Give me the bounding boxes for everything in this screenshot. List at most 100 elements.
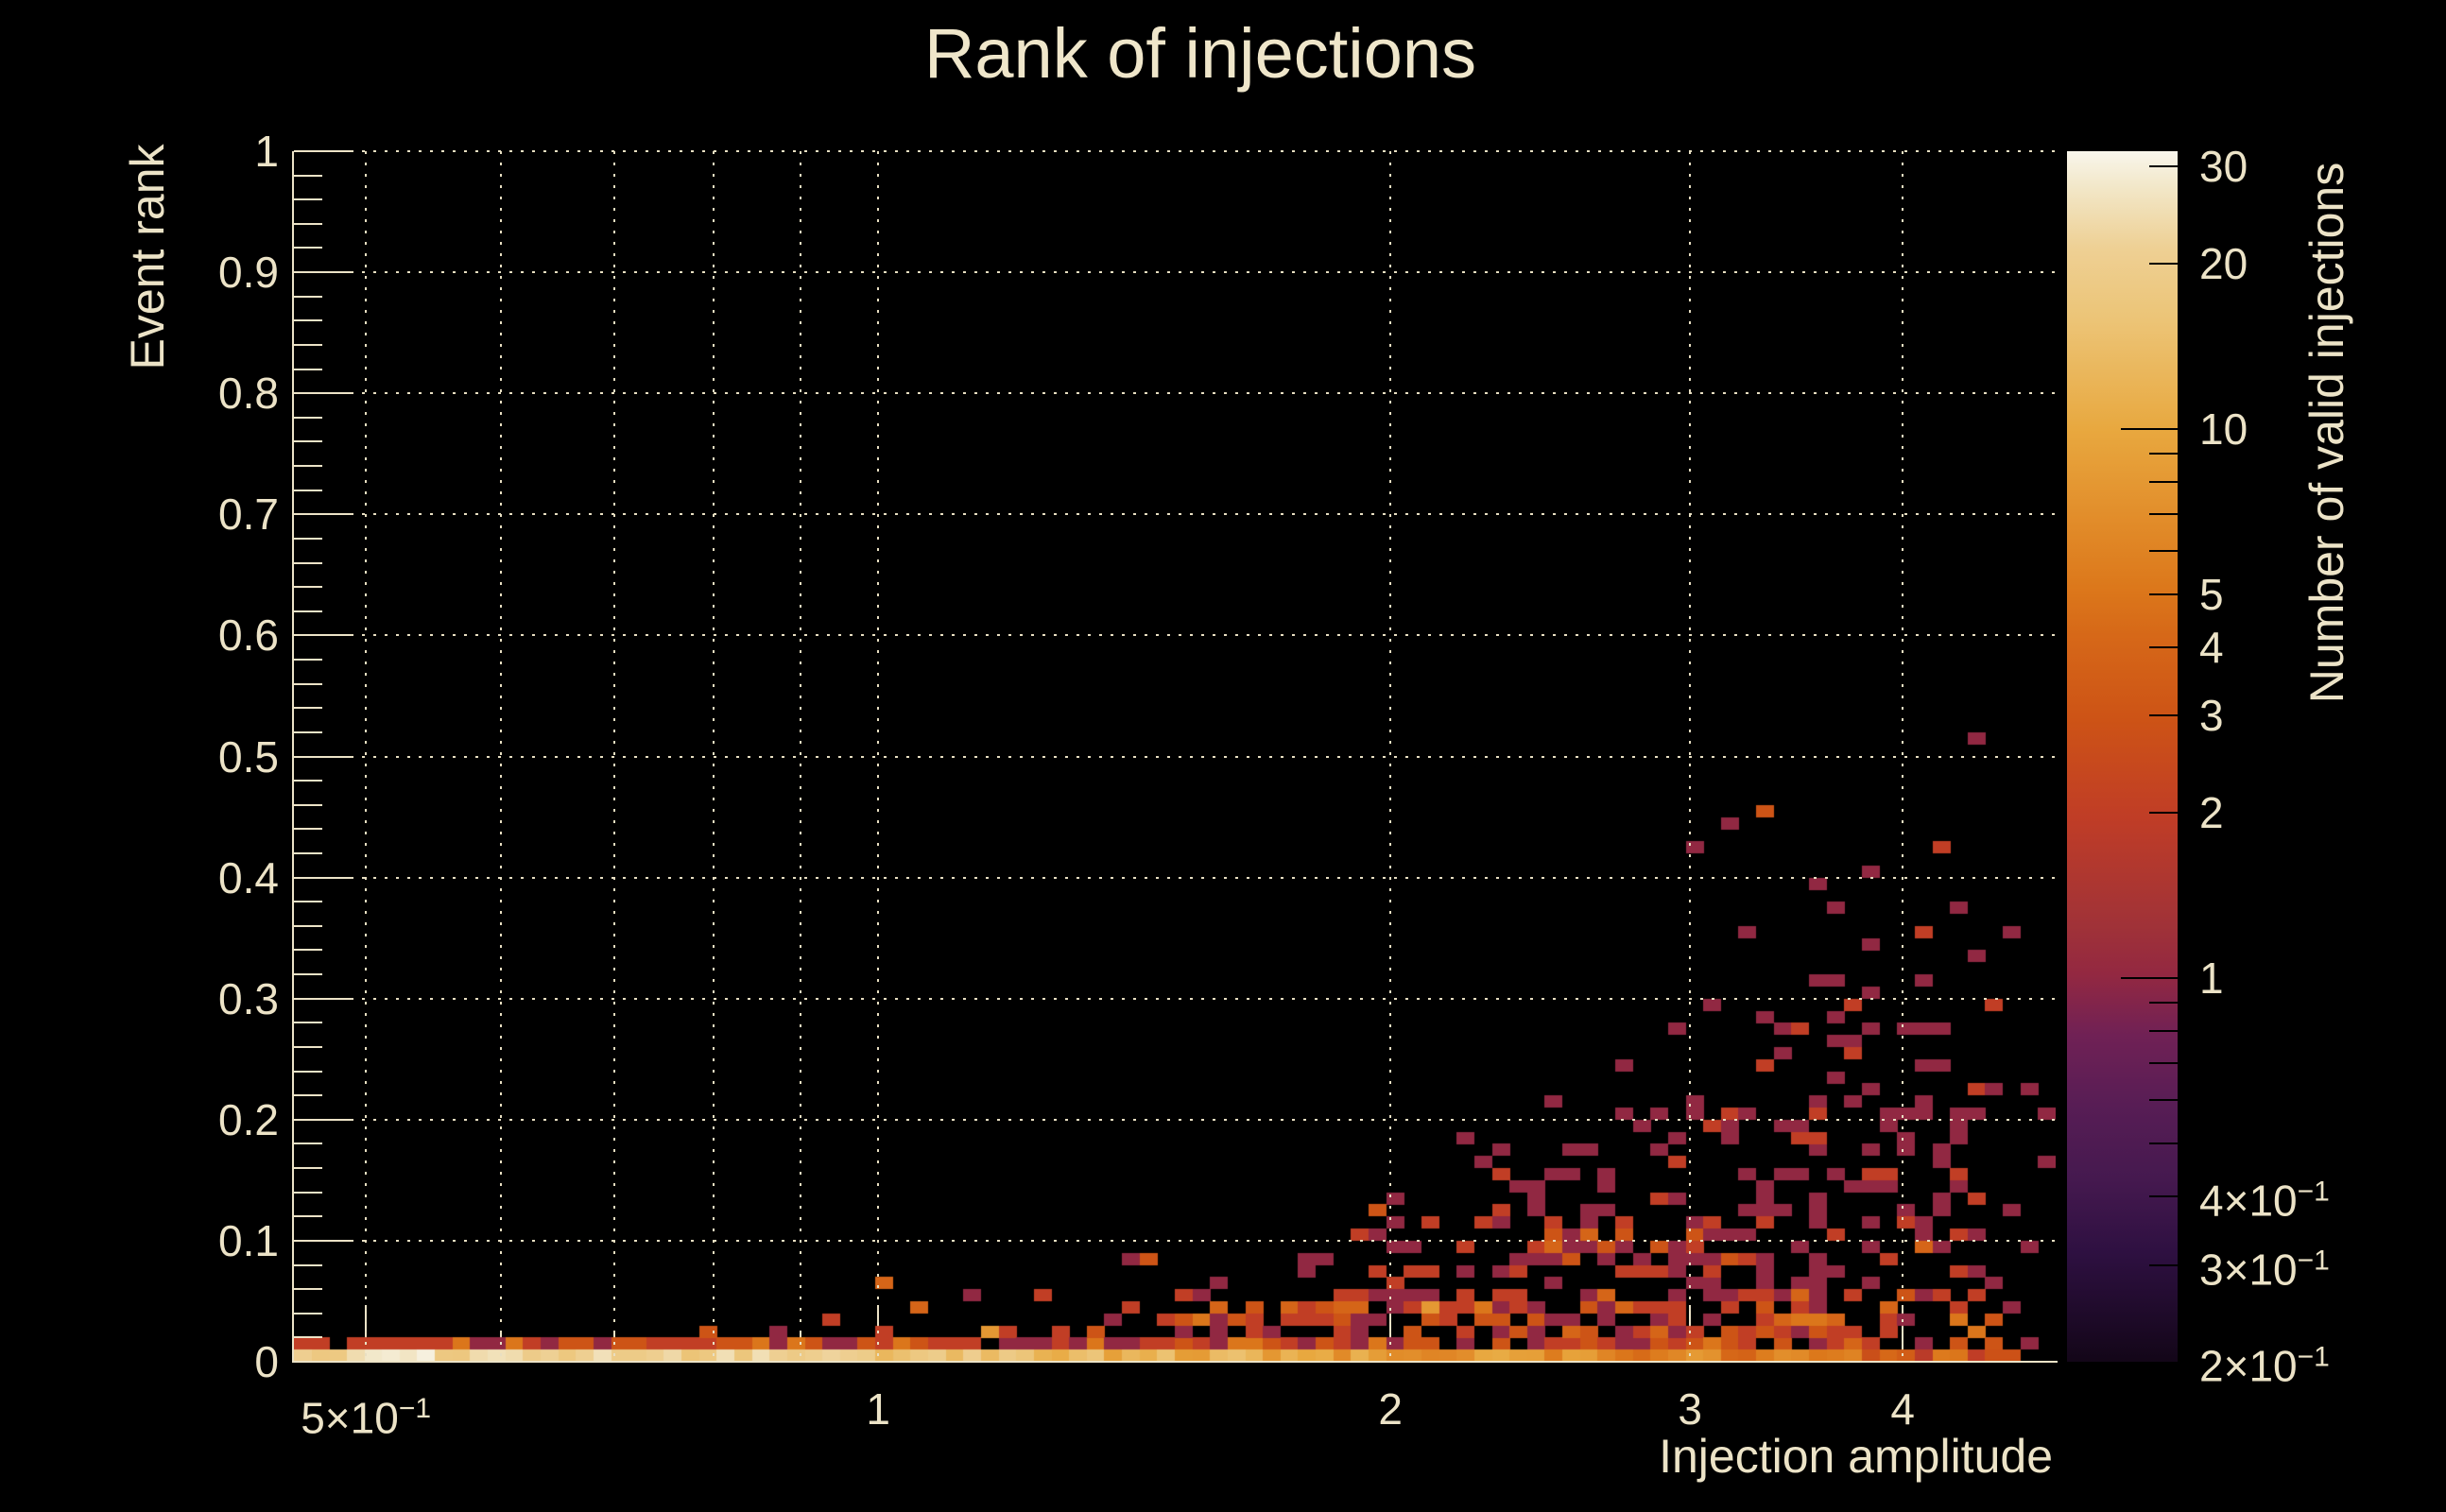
colorbar-major-tick: [2121, 976, 2178, 979]
y-major-tick: [294, 634, 351, 637]
y-minor-tick: [294, 828, 322, 831]
colorbar-minor-tick: [2149, 1142, 2178, 1144]
y-tick-label: 0.7: [218, 490, 279, 540]
y-minor-tick: [294, 1312, 322, 1314]
y-minor-tick: [294, 1215, 322, 1218]
colorbar-tick-label: 30: [2199, 142, 2248, 192]
y-gridline: [294, 150, 2056, 152]
y-minor-tick: [294, 295, 322, 298]
colorbar-gradient: [2067, 151, 2178, 1362]
y-gridline: [294, 392, 2056, 395]
y-minor-tick: [294, 198, 322, 201]
y-minor-tick: [294, 610, 322, 612]
y-gridline: [294, 1118, 2056, 1121]
y-minor-tick: [294, 319, 322, 322]
colorbar-minor-tick: [2149, 645, 2178, 648]
y-minor-tick: [294, 247, 322, 249]
x-gridline: [1389, 151, 1392, 1362]
colorbar-minor-tick: [2149, 1061, 2178, 1064]
y-tick-label: 0.4: [218, 852, 279, 902]
y-tick-label: 0.9: [218, 248, 279, 298]
colorbar-minor-tick: [2149, 1030, 2178, 1033]
y-major-tick: [294, 1118, 351, 1121]
y-tick-label: 0.5: [218, 731, 279, 782]
y-minor-tick: [294, 465, 322, 468]
x-axis-line: [292, 1361, 2058, 1363]
colorbar-minor-tick: [2149, 512, 2178, 515]
y-tick-label: 0.1: [218, 1215, 279, 1265]
colorbar-tick-label: 10: [2199, 404, 2248, 454]
y-minor-tick: [294, 659, 322, 662]
x-tick-label: 3: [1678, 1384, 1702, 1434]
colorbar-minor-tick: [2149, 593, 2178, 595]
colorbar-tick-label: 2×10−1: [2199, 1341, 2330, 1391]
colorbar-minor-tick: [2149, 453, 2178, 455]
y-tick-label: 0.3: [218, 973, 279, 1023]
y-minor-tick: [294, 1167, 322, 1170]
y-minor-tick: [294, 1094, 322, 1097]
y-minor-tick: [294, 1045, 322, 1048]
y-minor-tick: [294, 1336, 322, 1339]
colorbar-tick-label: 5: [2199, 569, 2224, 619]
y-minor-tick: [294, 1191, 322, 1194]
x-gridline: [613, 151, 616, 1362]
y-gridline: [294, 634, 2056, 637]
y-minor-tick: [294, 368, 322, 370]
y-minor-tick: [294, 851, 322, 854]
colorbar-minor-tick: [2149, 262, 2178, 265]
y-minor-tick: [294, 561, 322, 564]
colorbar-minor-tick: [2149, 165, 2178, 168]
y-major-tick: [294, 876, 351, 879]
colorbar-tick-label: 3×10−1: [2199, 1244, 2330, 1295]
y-minor-tick: [294, 1070, 322, 1073]
y-minor-tick: [294, 780, 322, 782]
y-minor-tick: [294, 803, 322, 806]
y-minor-tick: [294, 1263, 322, 1266]
y-tick-label: 0: [254, 1337, 279, 1386]
y-tick-label: 1: [254, 127, 279, 176]
x-gridline: [365, 151, 368, 1362]
colorbar-minor-tick: [2149, 714, 2178, 717]
colorbar-minor-tick: [2149, 811, 2178, 814]
y-tick-label: 0.6: [218, 610, 279, 661]
x-gridline: [1689, 151, 1692, 1362]
x-gridline: [1902, 151, 1904, 1362]
x-gridline: [877, 151, 880, 1362]
y-minor-tick: [294, 586, 322, 589]
y-tick-label: 0.2: [218, 1094, 279, 1144]
y-major-tick: [294, 271, 351, 274]
x-gridline: [799, 151, 801, 1362]
colorbar-title: Number of valid injections: [2300, 162, 2353, 704]
y-minor-tick: [294, 707, 322, 710]
y-tick-label: 0.8: [218, 369, 279, 419]
y-gridline: [294, 755, 2056, 758]
y-major-tick: [294, 513, 351, 516]
y-minor-tick: [294, 1288, 322, 1291]
y-minor-tick: [294, 901, 322, 903]
y-gridline: [294, 513, 2056, 516]
x-gridline: [712, 151, 715, 1362]
colorbar-minor-tick: [2149, 1098, 2178, 1101]
x-tick-label: 4: [1890, 1384, 1915, 1434]
y-major-tick: [294, 997, 351, 1000]
y-gridline: [294, 271, 2056, 274]
x-gridline: [499, 151, 502, 1362]
y-gridline: [294, 997, 2056, 1000]
y-minor-tick: [294, 949, 322, 952]
y-minor-tick: [294, 682, 322, 685]
y-major-tick: [294, 1239, 351, 1242]
y-minor-tick: [294, 730, 322, 733]
y-minor-tick: [294, 537, 322, 540]
y-minor-tick: [294, 174, 322, 177]
colorbar-minor-tick: [2149, 1263, 2178, 1266]
y-minor-tick: [294, 343, 322, 346]
colorbar-major-tick: [2121, 427, 2178, 430]
colorbar-minor-tick: [2149, 1002, 2178, 1005]
y-gridline: [294, 1239, 2056, 1242]
colorbar-tick-label: 4×10−1: [2199, 1176, 2330, 1226]
colorbar-tick-label: 3: [2199, 691, 2224, 741]
colorbar-tick-label: 20: [2199, 238, 2248, 288]
colorbar-tick-label: 1: [2199, 953, 2224, 1003]
y-major-tick: [294, 150, 351, 152]
